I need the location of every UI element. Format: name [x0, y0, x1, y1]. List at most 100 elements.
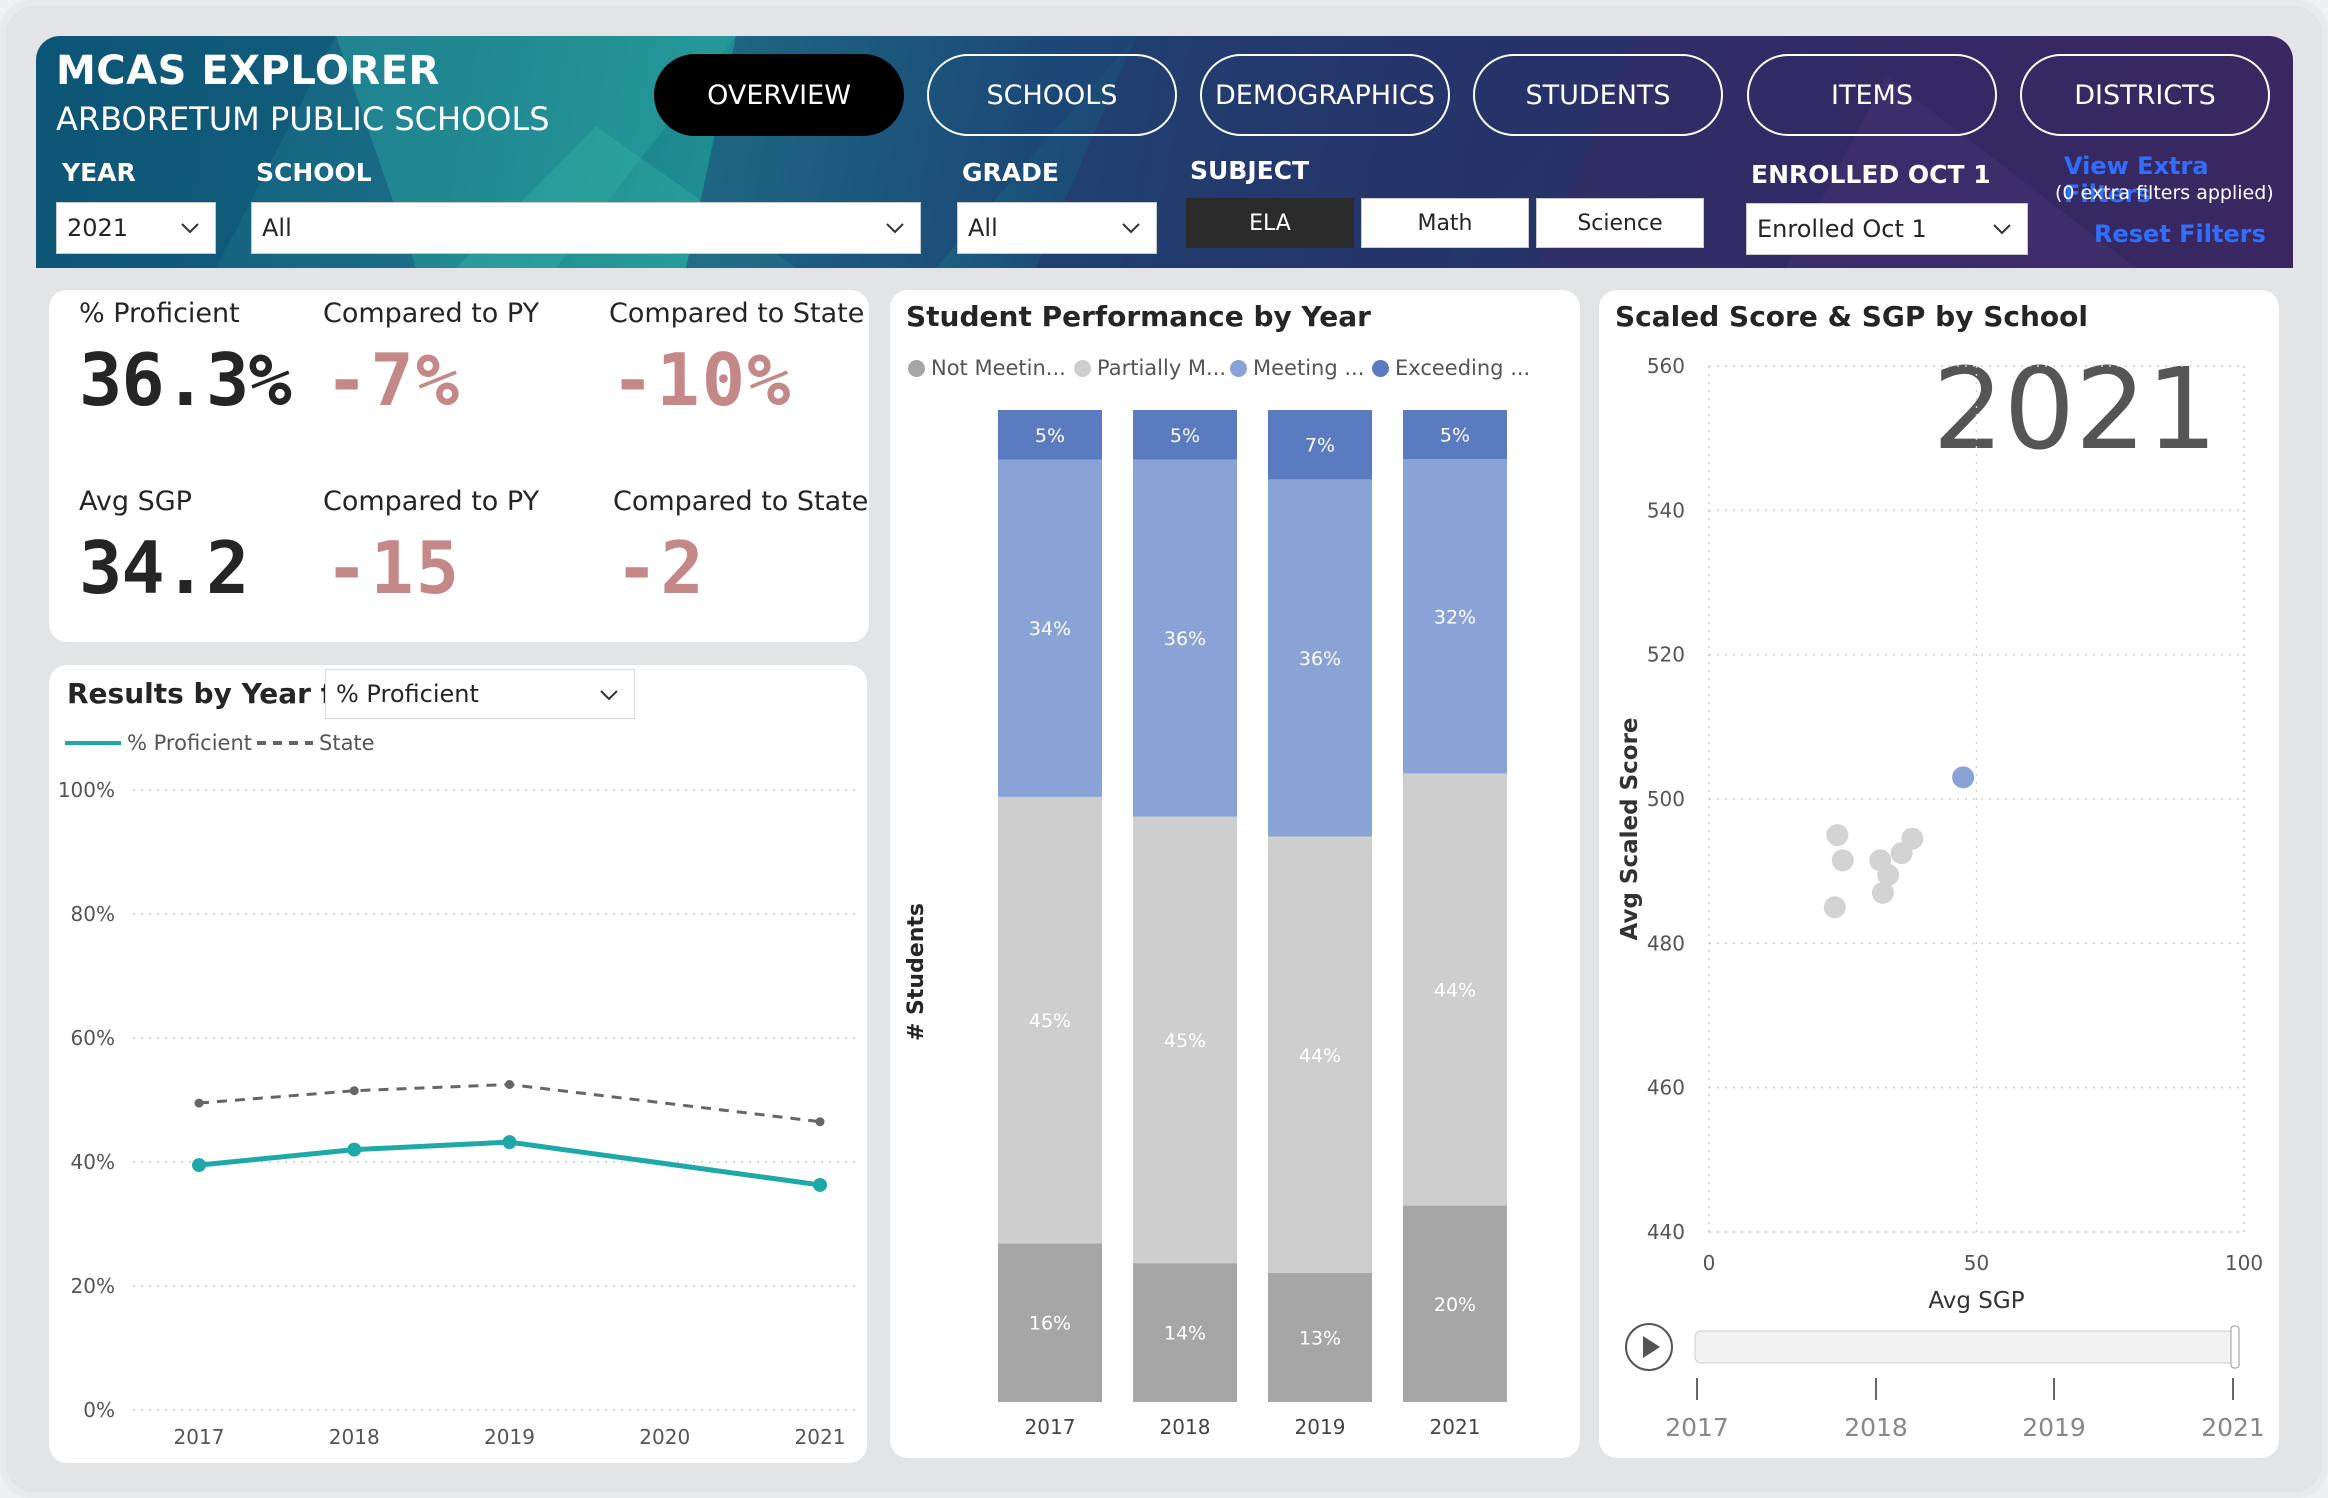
scatter-point [1877, 863, 1900, 886]
subject-math-button[interactable]: Math [1361, 198, 1529, 248]
bar-data-label: 14% [1164, 1323, 1206, 1345]
subject-filter-label: SUBJECT [1190, 156, 1310, 185]
proficient-point [192, 1158, 206, 1173]
proficient-point [813, 1177, 827, 1192]
chevron-down-icon [1122, 223, 1140, 234]
y-tick-label: 440 [1647, 1220, 1685, 1244]
kpi-proficient-state-label: Compared to State [609, 298, 865, 329]
proficient-point [347, 1142, 362, 1157]
bar-segment [1133, 1263, 1237, 1402]
enrolled-dropdown-value: Enrolled Oct 1 [1757, 215, 1927, 243]
x-axis-label: Avg SGP [1928, 1288, 2024, 1314]
bar-segment [1403, 410, 1507, 460]
bar-data-label: 32% [1434, 606, 1476, 628]
tab-students[interactable]: STUDENTS [1473, 54, 1723, 136]
bar-data-label: 44% [1434, 979, 1476, 1001]
y-tick-label: 480 [1647, 931, 1685, 955]
play-axis-handle[interactable] [2230, 1325, 2240, 1369]
x-tick-label: 2020 [639, 1425, 690, 1449]
play-button[interactable] [1625, 1323, 1673, 1371]
app-subtitle: ARBORETUM PUBLIC SCHOOLS [56, 100, 550, 138]
kpi-proficient-py-value: -7% [325, 338, 462, 422]
y-tick-label: 500 [1647, 787, 1685, 811]
bar-segment [1403, 459, 1507, 774]
state-point [815, 1117, 825, 1127]
tab-items[interactable]: ITEMS [1747, 54, 1997, 136]
bar-segment [1268, 479, 1372, 837]
scatter-point [1826, 824, 1849, 847]
tab-districts[interactable]: DISTRICTS [2020, 54, 2270, 136]
metric-dropdown[interactable]: % Proficient [325, 669, 635, 719]
x-tick-label: 2018 [1160, 1415, 1211, 1439]
legend-proficient-label: % Proficient [127, 731, 253, 755]
metric-dropdown-value: % Proficient [336, 680, 479, 708]
year-dropdown[interactable]: 2021 [56, 202, 216, 254]
state-line [198, 1083, 821, 1124]
bar-segment [1403, 1205, 1507, 1402]
performance-card: Student Performance by Year Not Meetin..… [890, 290, 1580, 1458]
play-icon [1643, 1336, 1660, 1358]
y-tick-label: 0% [83, 1398, 115, 1422]
line-chart: 0% 20% 40% 60% 80% 100% 2017 2018 2019 2020 2021 [58, 778, 855, 1449]
bar-data-label: 34% [1029, 618, 1071, 640]
x-tick-label: 2017 [1025, 1415, 1076, 1439]
grade-dropdown[interactable]: All [957, 202, 1157, 254]
y-tick-label: 520 [1647, 643, 1685, 667]
x-tick-label: 100 [2225, 1251, 2263, 1275]
y-tick-label: 80% [71, 902, 115, 926]
kpi-sgp-state-value: -2 [615, 526, 706, 610]
x-tick-label: 2021 [1430, 1415, 1481, 1439]
subject-science-button[interactable]: Science [1536, 198, 1704, 248]
y-tick-label: 540 [1647, 498, 1685, 522]
play-axis-track[interactable] [1694, 1330, 2240, 1364]
bar-data-label: 13% [1299, 1328, 1341, 1350]
bar-segment [1403, 773, 1507, 1206]
results-by-year-card: Results by Year for % Proficient % Profi… [49, 665, 867, 1463]
chevron-down-icon [1993, 224, 2011, 235]
legend-solid-line-icon [65, 741, 121, 745]
bar-data-label: 20% [1434, 1294, 1476, 1316]
play-axis: 2017 2018 2019 2021 [1625, 1323, 2265, 1442]
legend-dot-icon [1074, 359, 1091, 377]
y-tick-label: 560 [1647, 354, 1685, 378]
enrolled-dropdown[interactable]: Enrolled Oct 1 [1746, 203, 2028, 255]
chevron-down-icon [886, 223, 904, 234]
x-tick-label: 2017 [174, 1425, 225, 1449]
y-tick-label: 100% [58, 778, 115, 802]
legend-partially: Partially M... [1074, 356, 1226, 380]
tab-overview[interactable]: OVERVIEW [654, 54, 904, 136]
bar-segment [998, 1243, 1102, 1402]
tab-schools[interactable]: SCHOOLS [927, 54, 1177, 136]
bar-segment [1268, 836, 1372, 1274]
legend-state-label: State [319, 731, 375, 755]
x-tick-label: 2021 [795, 1425, 846, 1449]
year-filter-label: YEAR [62, 158, 136, 187]
kpi-sgp-py-value: -15 [325, 526, 462, 610]
kpi-sgp-state-label: Compared to State [613, 486, 869, 517]
x-tick-label: 2019 [1295, 1415, 1346, 1439]
y-tick-label: 460 [1647, 1076, 1685, 1100]
play-label-2018: 2018 [1844, 1413, 1908, 1442]
view-extra-filters-link[interactable]: View Extra Filters [2064, 152, 2209, 208]
kpi-proficient-label: % Proficient [79, 298, 240, 329]
bar-data-label: 36% [1299, 648, 1341, 670]
subject-ela-button[interactable]: ELA [1186, 198, 1354, 248]
chevron-down-icon [600, 690, 618, 701]
year-dropdown-value: 2021 [67, 214, 129, 242]
y-tick-label: 60% [71, 1026, 115, 1050]
x-tick-label: 50 [1964, 1251, 1989, 1275]
scatter-year-watermark: 2021 [1932, 345, 2217, 475]
y-axis-label: Avg Scaled Score [1617, 717, 1643, 940]
school-dropdown-value: All [262, 214, 292, 242]
tab-demographics[interactable]: DEMOGRAPHICS [1200, 54, 1450, 136]
proficient-line [198, 1139, 821, 1188]
school-filter-label: SCHOOL [256, 158, 372, 187]
bar-segment [1133, 410, 1237, 460]
grade-filter-label: GRADE [962, 158, 1059, 187]
play-label-2017: 2017 [1665, 1413, 1729, 1442]
legend-meeting-label: Meeting ... [1253, 356, 1365, 380]
reset-filters-link[interactable]: Reset Filters [2094, 220, 2266, 248]
y-tick-label: 20% [71, 1274, 115, 1298]
bar-data-label: 5% [1440, 425, 1470, 447]
school-dropdown[interactable]: All [251, 202, 921, 254]
